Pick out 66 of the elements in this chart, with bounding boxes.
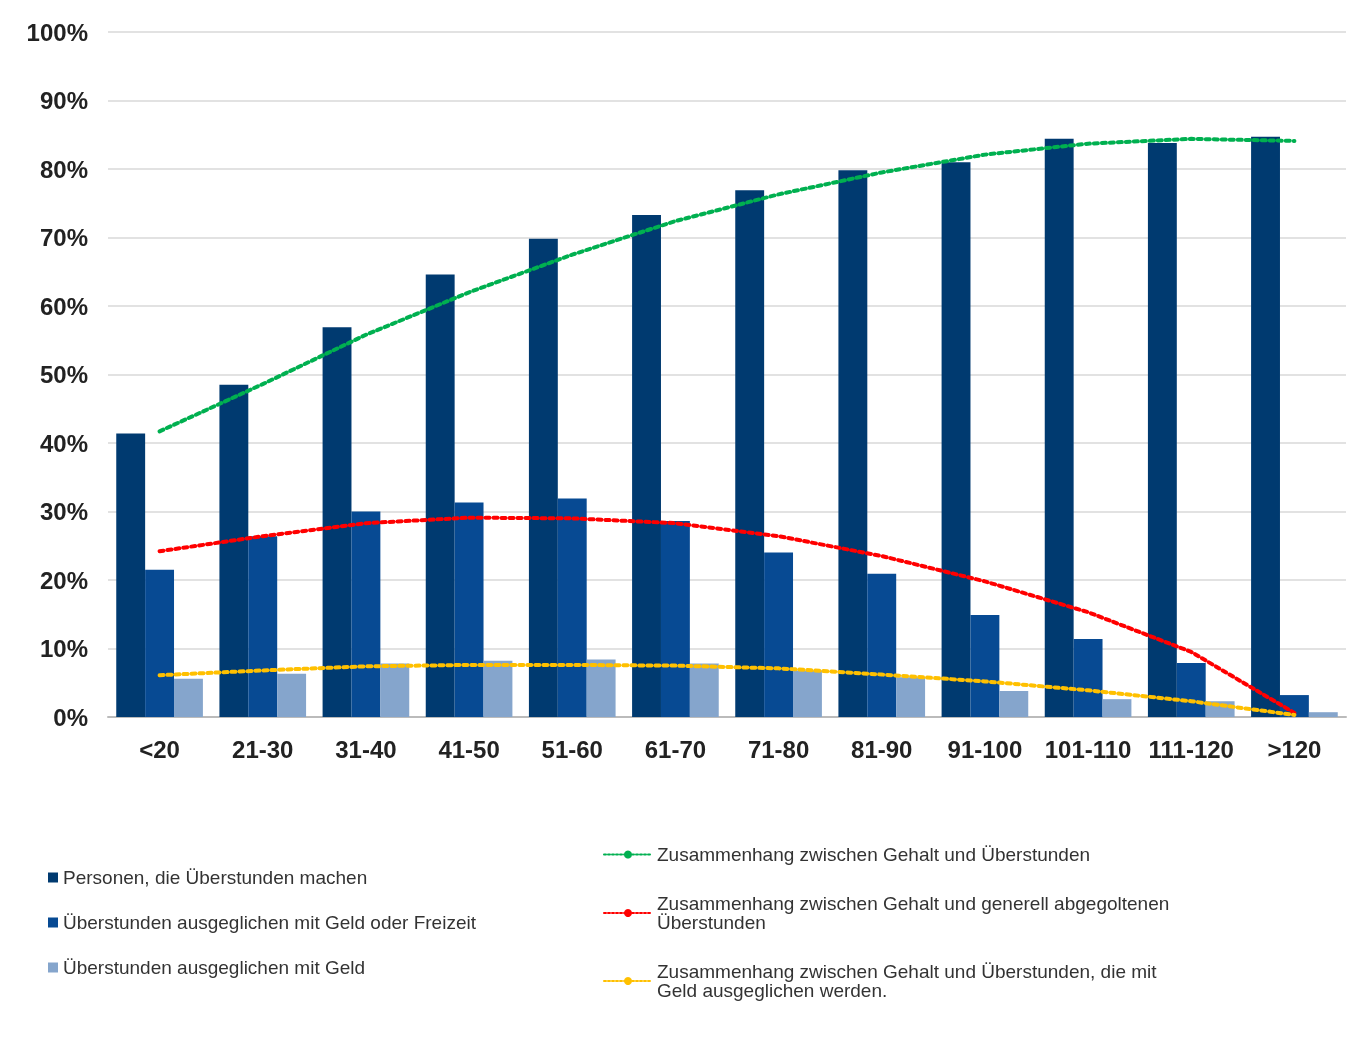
bar	[941, 162, 971, 717]
x-tick-label: 61-70	[644, 735, 707, 763]
bar	[689, 663, 719, 717]
y-tick-label: 30%	[39, 498, 88, 525]
bar	[1308, 712, 1338, 717]
y-tick-label: 60%	[39, 292, 88, 320]
y-tick-label: 20%	[39, 566, 88, 594]
y-tick-label: 90%	[39, 87, 88, 114]
bar	[896, 677, 926, 717]
bar	[351, 511, 381, 717]
bar	[557, 498, 587, 717]
y-tick-label: 70%	[39, 224, 88, 251]
bar	[764, 552, 794, 717]
bar	[632, 214, 661, 717]
bar	[970, 614, 1000, 717]
y-tick-label: 100%	[26, 18, 88, 46]
bar	[174, 678, 203, 717]
line-series	[157, 136, 1297, 434]
legend-label: Überstunden ausgeglichen mit Geld oder Freizeit	[63, 912, 477, 933]
bar	[1147, 142, 1177, 717]
x-tick-label: <20	[139, 735, 180, 763]
x-tick-label: 21-30	[232, 735, 294, 763]
y-tick-label: 10%	[39, 635, 88, 662]
y-tick-label: 80%	[39, 155, 88, 183]
bar	[1102, 699, 1132, 717]
x-tick-label: 71-80	[747, 735, 810, 763]
bar	[1044, 138, 1074, 717]
legend-label: Zusammenhang zwischen Gehalt und generell abgegoltenen Überstunden	[657, 893, 1175, 933]
x-tick-label: >120	[1267, 735, 1322, 763]
bar	[454, 502, 484, 717]
bar	[999, 690, 1029, 717]
y-tick-label: 50%	[39, 361, 88, 388]
y-tick-label: 40%	[39, 429, 88, 457]
x-tick-label: 51-60	[541, 735, 603, 763]
bar	[425, 274, 455, 717]
x-tick-label: 101-110	[1044, 735, 1132, 763]
bar	[322, 327, 352, 717]
bar	[735, 190, 765, 717]
legend-label: Zusammenhang zwischen Gehalt und Überstunden, die mit Geld ausgeglichen werden.	[657, 961, 1162, 1001]
bar	[1073, 638, 1103, 717]
bar	[277, 673, 307, 717]
bar	[838, 170, 868, 717]
legend-label: Zusammenhang zwischen Gehalt und Überstunden	[657, 844, 1091, 865]
x-tick-label: 111-120	[1148, 735, 1234, 763]
bar	[586, 659, 616, 717]
y-tick-label: 0%	[53, 703, 88, 731]
bar	[867, 573, 897, 717]
x-tick-label: 41-50	[438, 735, 500, 763]
bar	[660, 521, 690, 717]
bar	[483, 660, 513, 717]
bar	[1251, 136, 1280, 717]
bar	[219, 384, 249, 717]
legend-label: Überstunden ausgeglichen mit Geld	[63, 957, 366, 978]
line-series	[157, 662, 1297, 717]
bar	[116, 433, 146, 717]
x-tick-label: 81-90	[851, 735, 913, 763]
bar	[145, 569, 175, 717]
bar	[528, 238, 558, 717]
bar	[380, 663, 410, 717]
legend-label: Personen, die Überstunden machen	[63, 867, 368, 888]
bar	[793, 670, 822, 717]
bar	[248, 536, 278, 717]
bar	[1176, 662, 1206, 717]
line-series	[157, 515, 1297, 715]
x-tick-label: 31-40	[335, 735, 397, 763]
x-tick-label: 91-100	[947, 735, 1023, 763]
